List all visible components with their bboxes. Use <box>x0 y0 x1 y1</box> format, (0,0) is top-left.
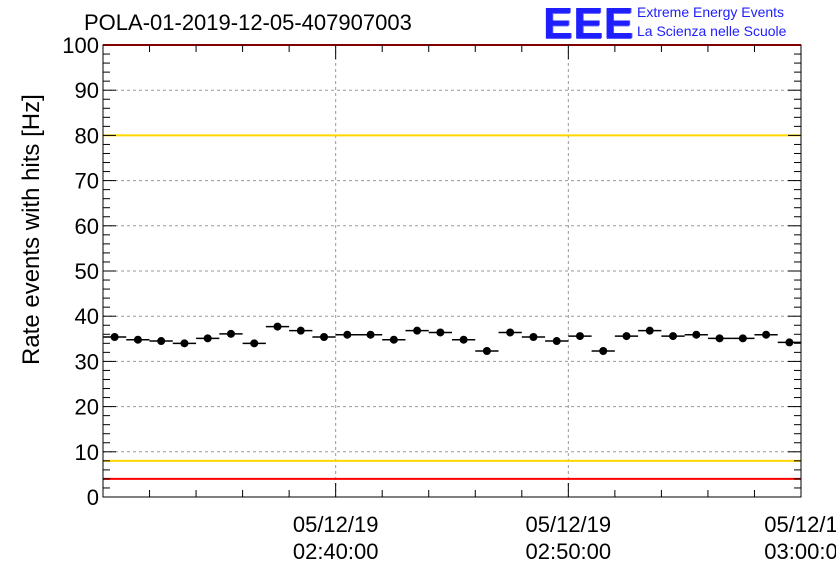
data-point <box>250 339 259 348</box>
data-point <box>436 328 445 337</box>
data-point <box>622 332 631 341</box>
x-tick-label-date: 05/12/19 <box>526 512 612 537</box>
x-tick-label-time: 02:50:00 <box>526 539 612 564</box>
data-point <box>459 335 468 344</box>
data-point <box>343 330 352 339</box>
data-point <box>715 334 724 343</box>
brand-text: Extreme Energy Events La Scienza nelle S… <box>637 3 786 41</box>
y-tick-label: 100 <box>62 33 99 58</box>
x-tick-label-time: 02:40:00 <box>293 539 379 564</box>
data-point <box>203 334 212 343</box>
reference-lines <box>103 44 801 480</box>
data-point <box>762 330 771 339</box>
x-tick-label-date: 05/12/19 <box>293 512 379 537</box>
data-point <box>552 337 561 346</box>
y-tick-label: 90 <box>75 78 99 103</box>
y-tick-label: 20 <box>75 395 99 420</box>
y-tick-label: 10 <box>75 440 99 465</box>
data-point <box>692 330 701 339</box>
data-point <box>529 332 538 341</box>
x-tick-label-date: 05/12/1 <box>764 512 836 537</box>
data-point <box>157 337 166 346</box>
data-point <box>575 332 584 341</box>
data-point <box>413 326 422 335</box>
y-tick-label: 40 <box>75 304 99 329</box>
data-point <box>389 335 398 344</box>
x-tick-label-time: 03:00:0 <box>764 539 836 564</box>
y-tick-label: 50 <box>75 259 99 284</box>
grid-lines <box>103 45 801 497</box>
data-point <box>785 338 794 347</box>
y-tick-label: 60 <box>75 214 99 239</box>
brand-line-2: La Scienza nelle Scuole <box>637 23 787 39</box>
data-point <box>133 335 142 344</box>
data-point <box>320 332 329 341</box>
y-tick-label: 30 <box>75 349 99 374</box>
data-point <box>506 328 515 337</box>
y-tick-label: 0 <box>87 485 99 510</box>
data-point <box>366 330 375 339</box>
data-point <box>738 334 747 343</box>
data-points <box>103 322 801 356</box>
y-tick-label: 80 <box>75 123 99 148</box>
data-point <box>599 347 608 356</box>
data-point <box>110 332 119 341</box>
chart-title: POLA-01-2019-12-05-407907003 <box>84 10 412 35</box>
data-point <box>482 347 491 356</box>
brand-line-1: Extreme Energy Events <box>637 4 785 20</box>
data-point <box>296 326 305 335</box>
data-point <box>180 339 189 348</box>
data-point <box>273 322 282 331</box>
data-point <box>645 326 654 335</box>
y-tick-label: 70 <box>75 169 99 194</box>
data-point <box>669 332 678 341</box>
eee-logo: EEE <box>543 0 635 48</box>
axes: 010203040506070809010005/12/1902:40:0005… <box>62 33 836 564</box>
data-point <box>226 329 235 338</box>
